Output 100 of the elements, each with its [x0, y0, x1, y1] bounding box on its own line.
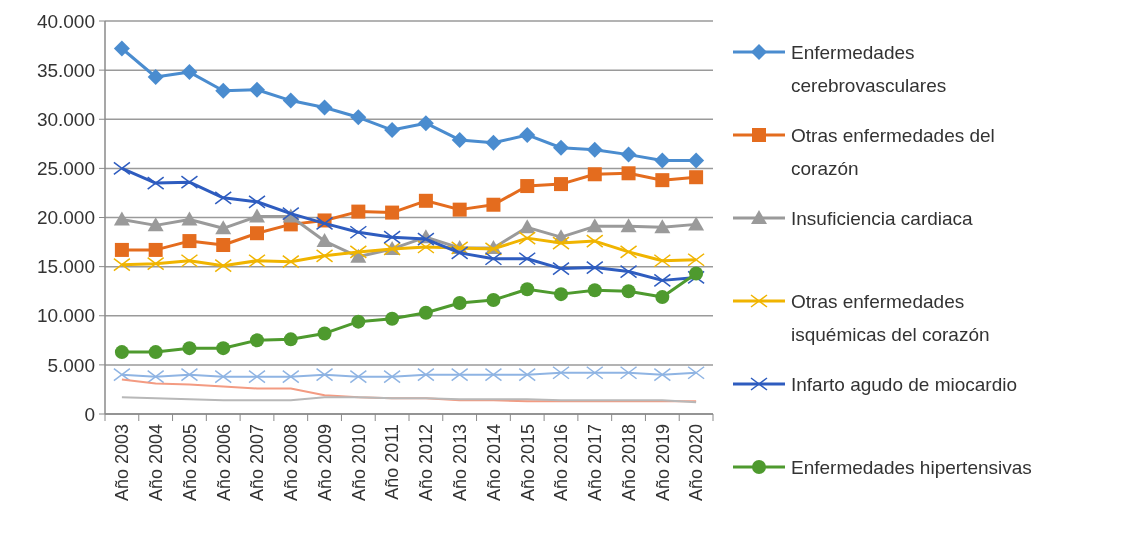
point: [316, 233, 333, 248]
point: [587, 283, 602, 298]
point: [248, 253, 266, 268]
legend-label: Otras enfermedades isquémicas del corazón: [791, 290, 990, 345]
point: [181, 211, 198, 226]
point: [146, 256, 165, 271]
x-tick-label: Año 2006: [213, 424, 234, 502]
point: [315, 249, 334, 263]
y-tick-label: 0: [84, 403, 95, 425]
point: [687, 270, 705, 285]
point: [519, 219, 536, 234]
point: [586, 260, 604, 275]
point: [249, 208, 265, 223]
point: [687, 253, 705, 267]
point: [688, 152, 705, 169]
x-tick-label: Año 2005: [179, 424, 200, 502]
x-tick-label: Año 2011: [382, 424, 403, 500]
point: [250, 226, 264, 241]
y-tick-label: 10.000: [36, 305, 95, 327]
point: [587, 167, 602, 182]
point: [180, 367, 199, 382]
point: [484, 252, 503, 266]
point: [113, 367, 131, 382]
y-tick-label: 30.000: [36, 108, 95, 130]
point: [450, 246, 469, 260]
point: [552, 236, 570, 250]
point: [654, 152, 671, 169]
point: [215, 82, 232, 99]
point: [216, 341, 231, 356]
x-tick-label: Año 2013: [449, 424, 470, 502]
x-tick-label: Año 2019: [652, 424, 673, 502]
point: [519, 126, 536, 143]
point: [621, 166, 636, 181]
point: [113, 161, 131, 176]
point: [520, 282, 535, 297]
point: [113, 257, 131, 272]
point: [450, 367, 469, 382]
point: [182, 341, 197, 356]
point: [248, 195, 266, 209]
legend-label: Enfermedades cerebrovasculares: [791, 41, 947, 96]
point: [182, 234, 197, 249]
legend-label: Otras enfermedades del corazón: [791, 124, 995, 179]
point: [383, 230, 401, 244]
point: [282, 92, 299, 109]
point: [653, 273, 672, 288]
point: [316, 99, 333, 116]
point: [351, 314, 366, 329]
point: [520, 179, 535, 194]
point: [282, 369, 300, 384]
point: [518, 231, 536, 245]
point: [180, 253, 199, 268]
point: [417, 115, 434, 132]
point: [214, 191, 232, 205]
point: [654, 219, 671, 234]
x-tick-label: Año 2014: [483, 424, 504, 502]
point: [619, 264, 638, 279]
point: [518, 367, 536, 382]
point: [620, 218, 637, 233]
point: [655, 290, 670, 305]
point: [418, 305, 433, 320]
point: [417, 367, 435, 382]
point: [113, 40, 130, 57]
point: [349, 245, 368, 259]
point: [215, 220, 232, 235]
point: [114, 242, 129, 257]
point: [315, 367, 334, 382]
point: [688, 216, 705, 231]
point: [248, 369, 266, 384]
point: [689, 170, 704, 185]
point: [452, 295, 467, 310]
legend-label: Insuficiencia cardiaca: [791, 207, 974, 229]
point: [283, 332, 298, 347]
point: [148, 242, 163, 257]
x-tick-label: Año 2003: [112, 424, 133, 502]
x-tick-label: Año 2020: [686, 424, 707, 502]
point: [586, 141, 603, 158]
point: [214, 369, 232, 384]
point: [351, 204, 366, 219]
x-tick-label: Año 2008: [281, 424, 302, 502]
point: [181, 64, 198, 81]
x-tick-label: Año 2004: [145, 424, 166, 502]
point: [146, 176, 165, 190]
point: [384, 122, 401, 139]
x-tick-label: Año 2017: [585, 424, 606, 502]
point: [486, 197, 501, 212]
point: [385, 205, 400, 220]
x-tick-label: Año 2007: [247, 424, 268, 502]
point: [553, 139, 569, 156]
point: [653, 253, 672, 268]
point: [317, 326, 332, 341]
point: [655, 173, 670, 188]
point: [452, 202, 467, 217]
point: [620, 146, 637, 163]
point: [250, 333, 264, 348]
point: [349, 369, 368, 384]
point: [621, 284, 636, 299]
point: [485, 134, 502, 151]
point: [180, 175, 199, 189]
y-tick-label: 5.000: [47, 354, 95, 376]
point: [147, 69, 164, 85]
